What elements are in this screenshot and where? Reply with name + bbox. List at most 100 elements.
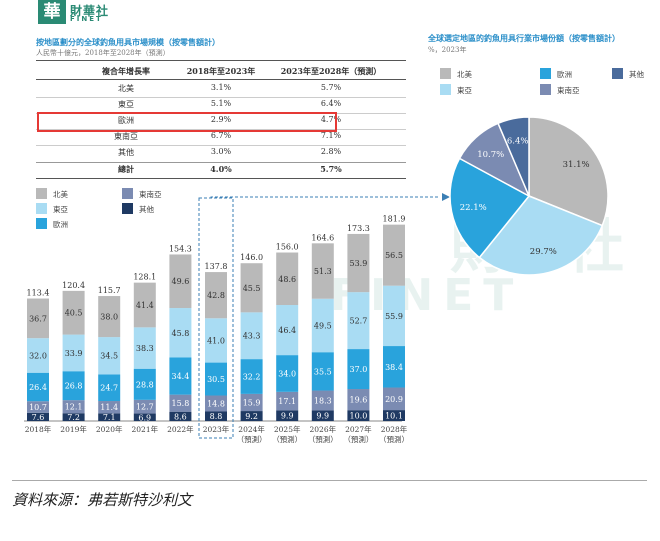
x-tick-label: （預測）	[272, 434, 302, 444]
bar-total-label: 173.3	[347, 224, 370, 233]
connector-arrow	[442, 193, 450, 201]
right-chart-title: 全球選定地區的釣魚用具行業市場份額（按零售額計）	[428, 33, 620, 43]
bar-total-label: 115.7	[98, 286, 121, 295]
bar-total-label: 113.4	[27, 289, 50, 298]
right-chart-subtitle: %，2023年	[428, 46, 467, 54]
bar-segment	[347, 233, 370, 293]
data-label: 26.4	[29, 383, 47, 392]
bar-segment	[133, 282, 156, 328]
bar-segment	[98, 374, 121, 402]
data-label: 41.4	[136, 301, 154, 310]
data-label: 40.5	[65, 309, 83, 318]
bar-total-label: 154.3	[169, 244, 192, 253]
data-label: 48.6	[278, 275, 296, 284]
legend-swatch	[36, 188, 47, 199]
data-label: 38.0	[100, 313, 118, 322]
bar-segment	[240, 263, 263, 313]
pie-slice	[497, 116, 530, 197]
bar-segment	[347, 389, 370, 411]
connector-line	[210, 196, 440, 198]
left-chart-subtitle: 人民幣十億元，2018年至2028年（預測）	[36, 49, 170, 57]
table-cell: 5.1%	[210, 99, 232, 108]
data-label: 53.9	[349, 259, 367, 268]
bar-segment	[169, 411, 192, 421]
data-label: 10.1	[385, 412, 403, 421]
data-label: 20.9	[385, 395, 403, 404]
legend-swatch	[440, 68, 451, 79]
bar-segment	[276, 410, 299, 421]
bar-segment	[98, 413, 121, 421]
bar-segment	[311, 410, 334, 421]
legend-label: 其他	[139, 205, 154, 214]
bar-total-label: 128.1	[133, 273, 156, 282]
bar-total-label: 164.6	[311, 233, 334, 242]
data-label: 8.8	[210, 412, 223, 421]
legend-swatch	[122, 203, 133, 214]
data-label: 34.5	[100, 352, 118, 361]
bar-segment	[98, 401, 121, 414]
pie-label: 29.7%	[530, 247, 557, 257]
table-header-period-1: 2018年至2023年	[186, 66, 256, 76]
legend-swatch	[122, 188, 133, 199]
legend-label: 東南亞	[139, 190, 162, 199]
x-tick-label: 2019年	[60, 424, 87, 434]
bar-segment	[240, 359, 263, 394]
x-tick-label: 2027年	[345, 424, 372, 434]
bar-segment	[169, 254, 192, 309]
table-cell: 5.7%	[320, 83, 342, 92]
legend-swatch	[36, 218, 47, 229]
data-label: 33.9	[65, 349, 83, 358]
bar-segment	[27, 338, 49, 373]
bar-segment	[133, 399, 156, 414]
bar-segment	[98, 337, 121, 375]
table-row-label: 總計	[118, 164, 134, 174]
legend-swatch	[540, 84, 551, 95]
data-label: 24.7	[100, 384, 118, 393]
bar-segment	[240, 393, 263, 412]
legend-label: 歐洲	[557, 70, 572, 79]
bar-segment	[133, 327, 156, 369]
bar-segment	[311, 298, 334, 353]
data-label: 19.6	[349, 396, 367, 405]
table-cell: 2.8%	[320, 147, 342, 156]
data-label: 35.5	[314, 367, 332, 376]
x-tick-label: 2028年	[381, 424, 408, 434]
table-cell: 4.7%	[320, 115, 342, 124]
bar-segment	[240, 411, 263, 421]
x-tick-label: 2023年	[203, 424, 230, 434]
table-cell: 3.1%	[210, 83, 232, 92]
legend-label: 北美	[457, 70, 472, 79]
data-label: 37.0	[349, 365, 367, 374]
pie-slice	[478, 195, 604, 276]
bar-segment	[383, 285, 405, 347]
x-tick-label: （預測）	[308, 434, 338, 444]
brand-name-en: FINET	[70, 15, 103, 23]
europe-row-highlight	[37, 112, 337, 132]
data-label: 52.7	[349, 317, 367, 326]
x-tick-label: 2020年	[96, 424, 123, 434]
table-cell: 6.7%	[210, 131, 232, 140]
table-row-label: 東亞	[118, 100, 134, 109]
data-label: 26.8	[65, 382, 83, 391]
data-label: 11.4	[100, 403, 118, 412]
pie-label: 31.1%	[563, 160, 590, 170]
legend-swatch	[440, 84, 451, 95]
bar-total-label: 120.4	[62, 281, 85, 290]
x-tick-label: 2018年	[25, 424, 52, 434]
bar-segment	[311, 352, 334, 391]
data-label: 51.3	[314, 267, 332, 276]
legend-swatch	[36, 203, 47, 214]
bar-segment	[62, 413, 85, 421]
bar-segment	[169, 308, 192, 358]
bar-segment	[27, 401, 49, 413]
bar-segment	[62, 371, 85, 401]
bar-segment	[133, 368, 156, 400]
data-label: 12.1	[65, 403, 83, 412]
data-label: 30.5	[207, 375, 225, 384]
data-label: 17.1	[278, 397, 296, 406]
x-tick-label: （預測）	[237, 434, 267, 444]
data-label: 43.3	[243, 332, 261, 341]
source-note: 資料來源：弗若斯特沙利文	[12, 491, 193, 509]
data-label: 14.8	[207, 400, 225, 409]
bar-segment	[240, 312, 263, 360]
